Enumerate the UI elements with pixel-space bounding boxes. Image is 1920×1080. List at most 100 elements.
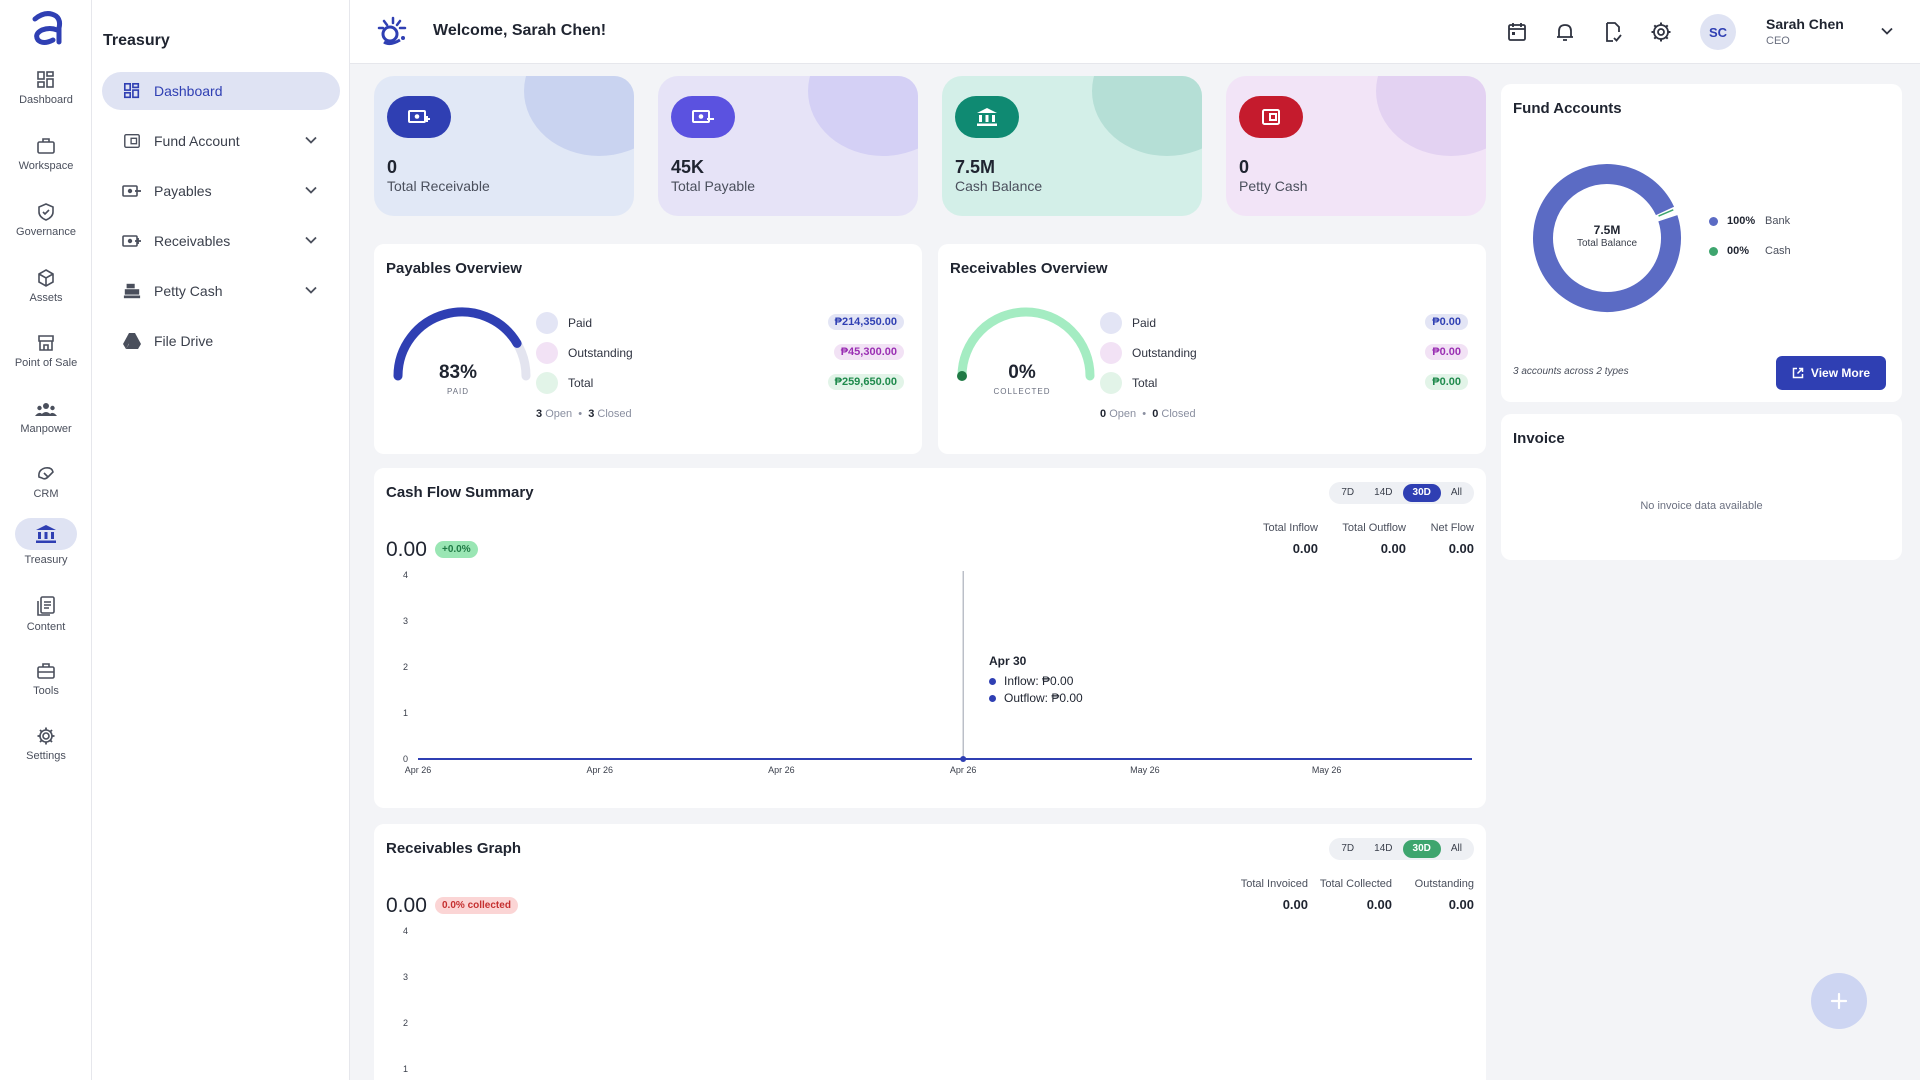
y-tick-label: 0	[403, 754, 408, 764]
range-selector: 7D 14D 30D All	[1329, 838, 1474, 860]
bank-icon	[955, 96, 1019, 138]
document-check-icon[interactable]	[1601, 20, 1625, 44]
stat-label: Total Payable	[671, 178, 756, 194]
rail-item-content[interactable]: Content	[8, 589, 84, 649]
app-logo[interactable]	[28, 10, 64, 48]
wallet-icon	[1239, 96, 1303, 138]
rail-item-tools[interactable]: Tools	[8, 655, 84, 715]
donut-slice-bank	[1533, 164, 1682, 312]
grid-icon	[37, 71, 54, 88]
x-tick-label: Apr 26	[405, 765, 432, 775]
stat-value: 0	[1239, 157, 1250, 177]
user-name: Sarah Chen	[1766, 16, 1844, 32]
stat-card-petty-cash[interactable]: 0 Petty Cash	[1226, 76, 1486, 216]
avatar[interactable]: SC	[1700, 14, 1736, 50]
rail-item-workspace[interactable]: Workspace	[8, 130, 84, 190]
y-tick-label: 4	[403, 926, 408, 936]
donut-center-value: 7.5M	[1593, 223, 1621, 237]
range-all[interactable]: All	[1450, 843, 1462, 854]
gear-icon[interactable]	[1649, 20, 1673, 44]
amount-outstanding: ₱0.00	[1425, 344, 1468, 360]
cash-in-icon	[387, 96, 451, 138]
range-7d[interactable]: 7D	[1341, 487, 1355, 498]
rail-label: Dashboard	[19, 94, 73, 106]
sidebar-item-file-drive[interactable]: File Drive	[102, 322, 340, 360]
sidebar-item-receivables[interactable]: Receivables	[102, 222, 340, 260]
rail-item-manpower[interactable]: Manpower	[8, 393, 84, 453]
payables-gauge	[393, 307, 531, 381]
sidebar-item-dashboard[interactable]: Dashboard	[102, 72, 340, 110]
rail-item-crm[interactable]: CRM	[8, 458, 84, 518]
card-decoration	[524, 76, 634, 156]
register-icon	[123, 283, 141, 299]
sidebar-item-fund-account[interactable]: Fund Account	[102, 122, 340, 160]
tooltip-date: Apr 30	[989, 654, 1027, 668]
bank-icon	[36, 525, 56, 543]
open-closed-count: 0 Open • 0 Closed	[1100, 408, 1196, 420]
rail-item-settings[interactable]: Settings	[8, 720, 84, 780]
chevron-down-icon[interactable]	[304, 233, 318, 247]
range-7d[interactable]: 7D	[1341, 843, 1355, 854]
rail-item-assets[interactable]: Assets	[8, 262, 84, 322]
range-14d[interactable]: 14D	[1374, 843, 1393, 854]
bell-icon[interactable]	[1553, 20, 1577, 44]
chevron-down-icon[interactable]	[1880, 24, 1894, 38]
calendar-icon[interactable]	[1505, 20, 1529, 44]
chevron-down-icon[interactable]	[304, 283, 318, 297]
briefcase-icon	[37, 138, 55, 154]
wallet-icon	[124, 133, 140, 149]
amount-paid: ₱0.00	[1425, 314, 1468, 330]
card-decoration	[1092, 76, 1202, 156]
chart-tooltip: Apr 30 Inflow: ₱0.00 Outflow: ₱0.00	[989, 654, 1083, 705]
range-30d[interactable]: 30D	[1402, 840, 1441, 858]
store-icon	[38, 335, 54, 351]
rail-label: Point of Sale	[14, 357, 78, 369]
stat-label: Petty Cash	[1239, 178, 1308, 194]
y-tick-label: 3	[403, 972, 408, 982]
payables-overview-card: Payables Overview 83% PAID Paid Outstand…	[374, 244, 922, 454]
card-title: Payables Overview	[386, 260, 522, 277]
rail-item-treasury[interactable]: Treasury	[8, 518, 84, 578]
welcome-message: Welcome, Sarah Chen!	[433, 22, 607, 39]
y-tick-label: 1	[403, 708, 408, 718]
collected-badge: 0.0% collected	[435, 897, 518, 914]
stat-card-total-receivable[interactable]: 0 Total Receivable	[374, 76, 634, 216]
view-more-button[interactable]: View More	[1776, 356, 1886, 390]
stat-card-cash-balance[interactable]: 7.5M Cash Balance	[942, 76, 1202, 216]
sidebar-item-payables[interactable]: Payables	[102, 172, 340, 210]
range-14d[interactable]: 14D	[1374, 487, 1393, 498]
y-tick-label: 1	[403, 1064, 408, 1074]
rail-item-governance[interactable]: Governance	[8, 196, 84, 256]
cash-flow-value: 0.00	[386, 538, 427, 561]
chevron-down-icon[interactable]	[304, 183, 318, 197]
legend-paid: Paid	[536, 312, 592, 334]
range-all[interactable]: All	[1450, 487, 1462, 498]
external-link-icon	[1792, 367, 1804, 379]
metric-outstanding: Outstanding 0.00	[1414, 878, 1474, 912]
legend-paid: Paid	[1100, 312, 1156, 334]
tooltip-outflow: Outflow: ₱0.00	[989, 691, 1083, 705]
rail-label: Content	[26, 621, 66, 633]
tooltip-inflow: Inflow: ₱0.00	[989, 674, 1083, 688]
cash-out-icon	[671, 96, 735, 138]
sidebar-item-petty-cash[interactable]: Petty Cash	[102, 272, 340, 310]
legend-bank: 100% Bank	[1709, 215, 1790, 227]
fund-accounts-card: Fund Accounts 7.5M Total Balance 100% Ban…	[1501, 84, 1902, 402]
chevron-down-icon[interactable]	[304, 133, 318, 147]
range-30d[interactable]: 30D	[1402, 484, 1441, 502]
legend-cash: 00% Cash	[1709, 245, 1791, 257]
invoice-card: Invoice No invoice data available	[1501, 414, 1902, 560]
hover-point	[960, 756, 967, 762]
treasury-sidebar: Treasury Dashboard Fund Account Payables…	[92, 0, 350, 1080]
card-decoration	[1376, 76, 1486, 156]
metric-total-outflow: Total Outflow 0.00	[1342, 522, 1406, 556]
documents-icon	[37, 596, 55, 616]
top-header: Welcome, Sarah Chen! SC Sarah Chen CEO	[350, 0, 1920, 64]
stat-card-total-payable[interactable]: 45K Total Payable	[658, 76, 918, 216]
receivables-overview-card: Receivables Overview 0% COLLECTED Paid O…	[938, 244, 1486, 454]
rail-item-dashboard[interactable]: Dashboard	[8, 64, 84, 124]
add-fab-button[interactable]	[1811, 973, 1867, 1029]
sidebar-item-label: Receivables	[154, 233, 231, 249]
metric-total-collected: Total Collected 0.00	[1319, 878, 1392, 912]
rail-item-point-of-sale[interactable]: Point of Sale	[8, 327, 84, 387]
